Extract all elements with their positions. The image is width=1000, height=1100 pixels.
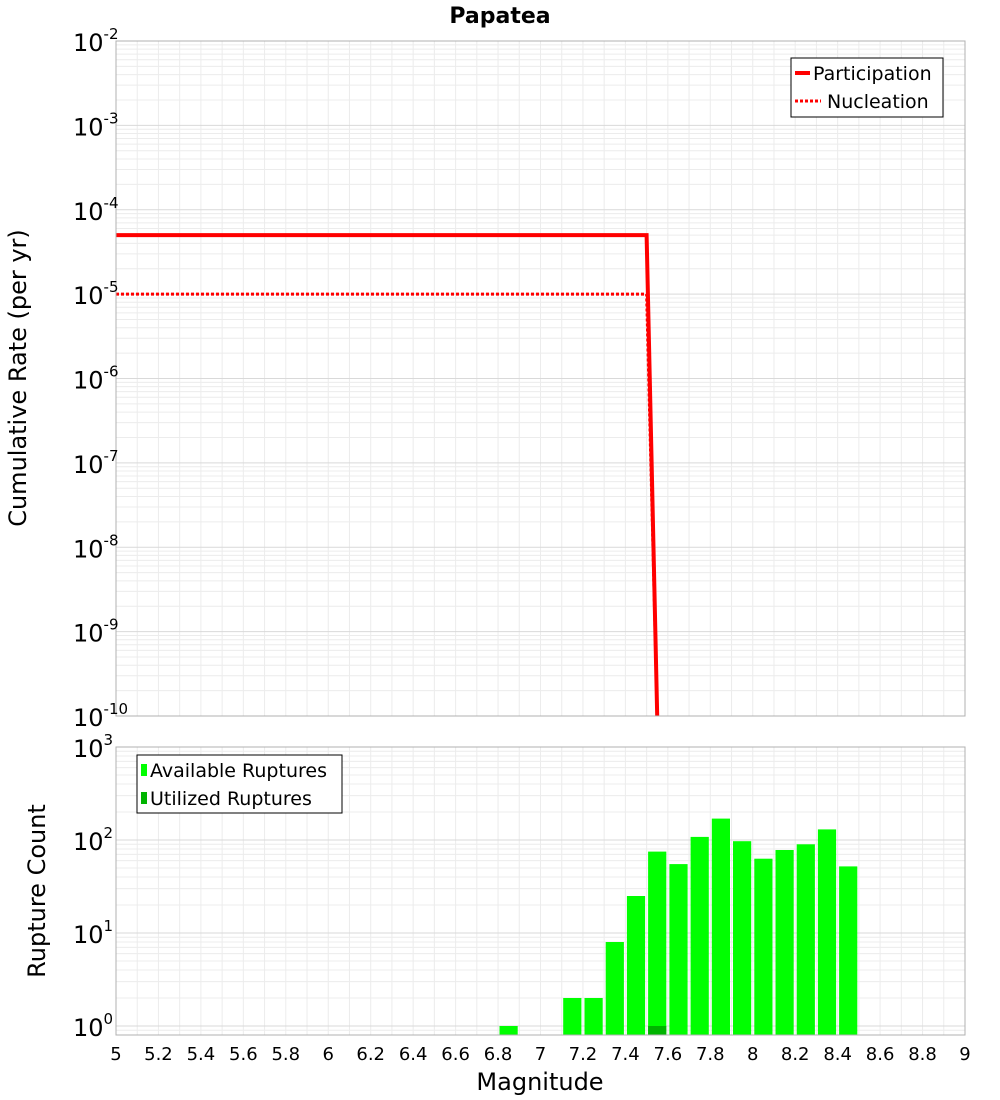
top-y-tick-label: 10-2	[73, 25, 119, 57]
bar-available-ruptures	[733, 841, 752, 1035]
x-tick-label: 5.2	[144, 1044, 173, 1065]
x-tick-label: 6	[323, 1044, 334, 1065]
cumulative-rate-panel: 10-2 10-3 10-4 10-5 10-6 10-7 10-8 10-9 10-10 Cu…	[4, 25, 966, 732]
bar-available-ruptures	[775, 850, 794, 1035]
top-legend: Participation Nucleation	[790, 57, 944, 118]
top-grid	[115, 41, 966, 717]
bar-available-ruptures	[669, 864, 688, 1035]
x-tick-label: 8	[747, 1044, 758, 1065]
x-tick-label: 7.4	[611, 1044, 640, 1065]
x-tick-label: 7.6	[654, 1044, 683, 1065]
bottom-y-tick-label: 103	[73, 731, 113, 763]
x-tick-labels: 5 5.2 5.4 5.6 5.8 6 6.2 6.4 6.6 6.8 7 7.2 7.4 7.6 7.8 8…	[110, 1044, 970, 1065]
top-y-tick-label: 10-5	[73, 278, 119, 310]
chart-title: Papatea	[449, 4, 550, 29]
x-tick-label: 7	[535, 1044, 546, 1065]
bar-utilized-ruptures	[648, 1026, 667, 1035]
bottom-bars	[499, 818, 858, 1035]
top-y-tick-labels: 10-2 10-3 10-4 10-5 10-6 10-7 10-8 10-9 10-10	[73, 25, 128, 732]
bar-available-ruptures	[563, 998, 582, 1035]
bar-available-ruptures	[690, 836, 709, 1035]
bottom-legend-box	[136, 754, 343, 814]
x-tick-label: 7.2	[569, 1044, 598, 1065]
top-y-tick-label: 10-3	[73, 109, 119, 141]
x-tick-label: 8.6	[866, 1044, 895, 1065]
legend-utilized-label: Utilized Ruptures	[150, 788, 312, 810]
top-y-tick-label: 10-4	[73, 194, 119, 226]
bar-available-ruptures	[796, 844, 815, 1035]
top-y-tick-label: 10-8	[73, 531, 119, 563]
bottom-y-tick-label: 102	[73, 824, 113, 856]
x-tick-label: 6.4	[399, 1044, 428, 1065]
x-tick-label: 5.4	[187, 1044, 216, 1065]
x-axis-label: Magnitude	[476, 1068, 603, 1096]
legend-nucleation-label: Nucleation	[827, 91, 929, 113]
x-tick-label: 8.8	[908, 1044, 937, 1065]
bar-available-ruptures	[839, 866, 858, 1035]
top-y-tick-label: 10-9	[73, 616, 119, 648]
x-tick-label: 8.4	[823, 1044, 852, 1065]
x-tick-label: 9	[959, 1044, 970, 1065]
x-tick-label: 8.2	[781, 1044, 810, 1065]
bar-available-ruptures	[817, 829, 837, 1035]
bar-available-ruptures	[626, 896, 646, 1035]
bar-available-ruptures	[499, 1026, 518, 1035]
bar-available-ruptures	[605, 942, 624, 1035]
bar-available-ruptures	[754, 858, 773, 1035]
legend-participation-label: Participation	[813, 63, 932, 85]
x-tick-label: 6.2	[356, 1044, 385, 1065]
legend-utilized-swatch	[141, 792, 147, 804]
bar-available-ruptures	[648, 851, 667, 1035]
x-tick-label: 5.8	[271, 1044, 300, 1065]
top-legend-box	[790, 57, 944, 118]
top-y-tick-label: 10-6	[73, 363, 119, 395]
bar-available-ruptures	[584, 998, 603, 1035]
series-line-nucleation	[116, 292, 659, 717]
bottom-y-tick-label: 100	[73, 1010, 113, 1042]
legend-available-swatch	[141, 764, 147, 776]
x-tick-label: 5.6	[229, 1044, 258, 1065]
top-y-tick-label: 10-7	[73, 447, 119, 479]
bottom-y-tick-labels: 103 102 101 100	[73, 731, 113, 1042]
x-tick-label: 6.8	[484, 1044, 513, 1065]
bottom-plot-frame	[115, 746, 966, 1036]
bottom-y-axis-label: Rupture Count	[23, 804, 51, 978]
x-tick-label: 6.6	[441, 1044, 470, 1065]
top-plot-frame	[115, 40, 966, 717]
top-y-tick-label: 10-10	[73, 700, 128, 732]
x-tick-label: 7.8	[696, 1044, 725, 1065]
bar-available-ruptures	[711, 818, 730, 1035]
bottom-y-tick-label: 101	[73, 917, 113, 949]
rupture-count-panel: 103 102 101 100 5 5.2 5.4 5.6 5.8 6 6.2 6.4 6.6 6.8 7…	[23, 731, 971, 1096]
top-series	[116, 233, 660, 717]
bottom-legend: Available Ruptures Utilized Ruptures	[136, 754, 343, 814]
legend-available-label: Available Ruptures	[150, 760, 327, 782]
x-tick-label: 5	[110, 1044, 121, 1065]
top-y-axis-label: Cumulative Rate (per yr)	[4, 229, 32, 527]
